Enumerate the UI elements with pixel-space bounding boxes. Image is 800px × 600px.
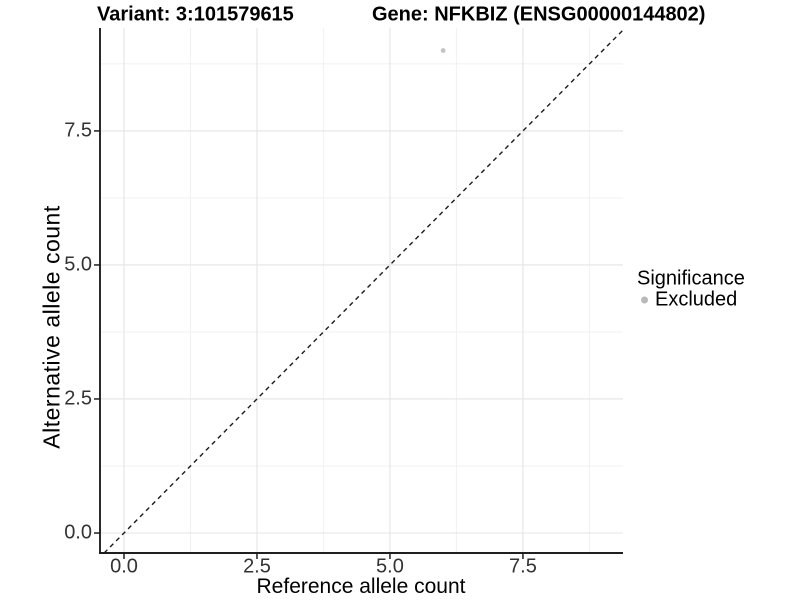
legend-title: Significance — [637, 267, 745, 290]
legend-item-label: Excluded — [655, 288, 738, 311]
x-tick-label: 0.0 — [110, 555, 138, 578]
y-tick-label: 0.0 — [64, 521, 92, 544]
y-tick-label: 7.5 — [64, 119, 92, 142]
variant-title: Variant: 3:101579615 — [97, 3, 294, 26]
x-tick-label: 5.0 — [376, 555, 404, 578]
y-axis-title: Alternative allele count — [38, 205, 65, 449]
gene-title: Gene: NFKBIZ (ENSG00000144802) — [372, 3, 706, 26]
legend-key-circle-icon — [641, 296, 648, 304]
x-axis-title: Reference allele count — [256, 575, 466, 598]
y-tick-label: 5.0 — [64, 253, 92, 276]
x-tick-label: 7.5 — [509, 555, 537, 578]
x-tick-label: 2.5 — [243, 555, 271, 578]
data-point — [440, 48, 446, 53]
y-tick-label: 2.5 — [64, 387, 92, 410]
identity-diagonal-dashed-line — [103, 29, 624, 554]
